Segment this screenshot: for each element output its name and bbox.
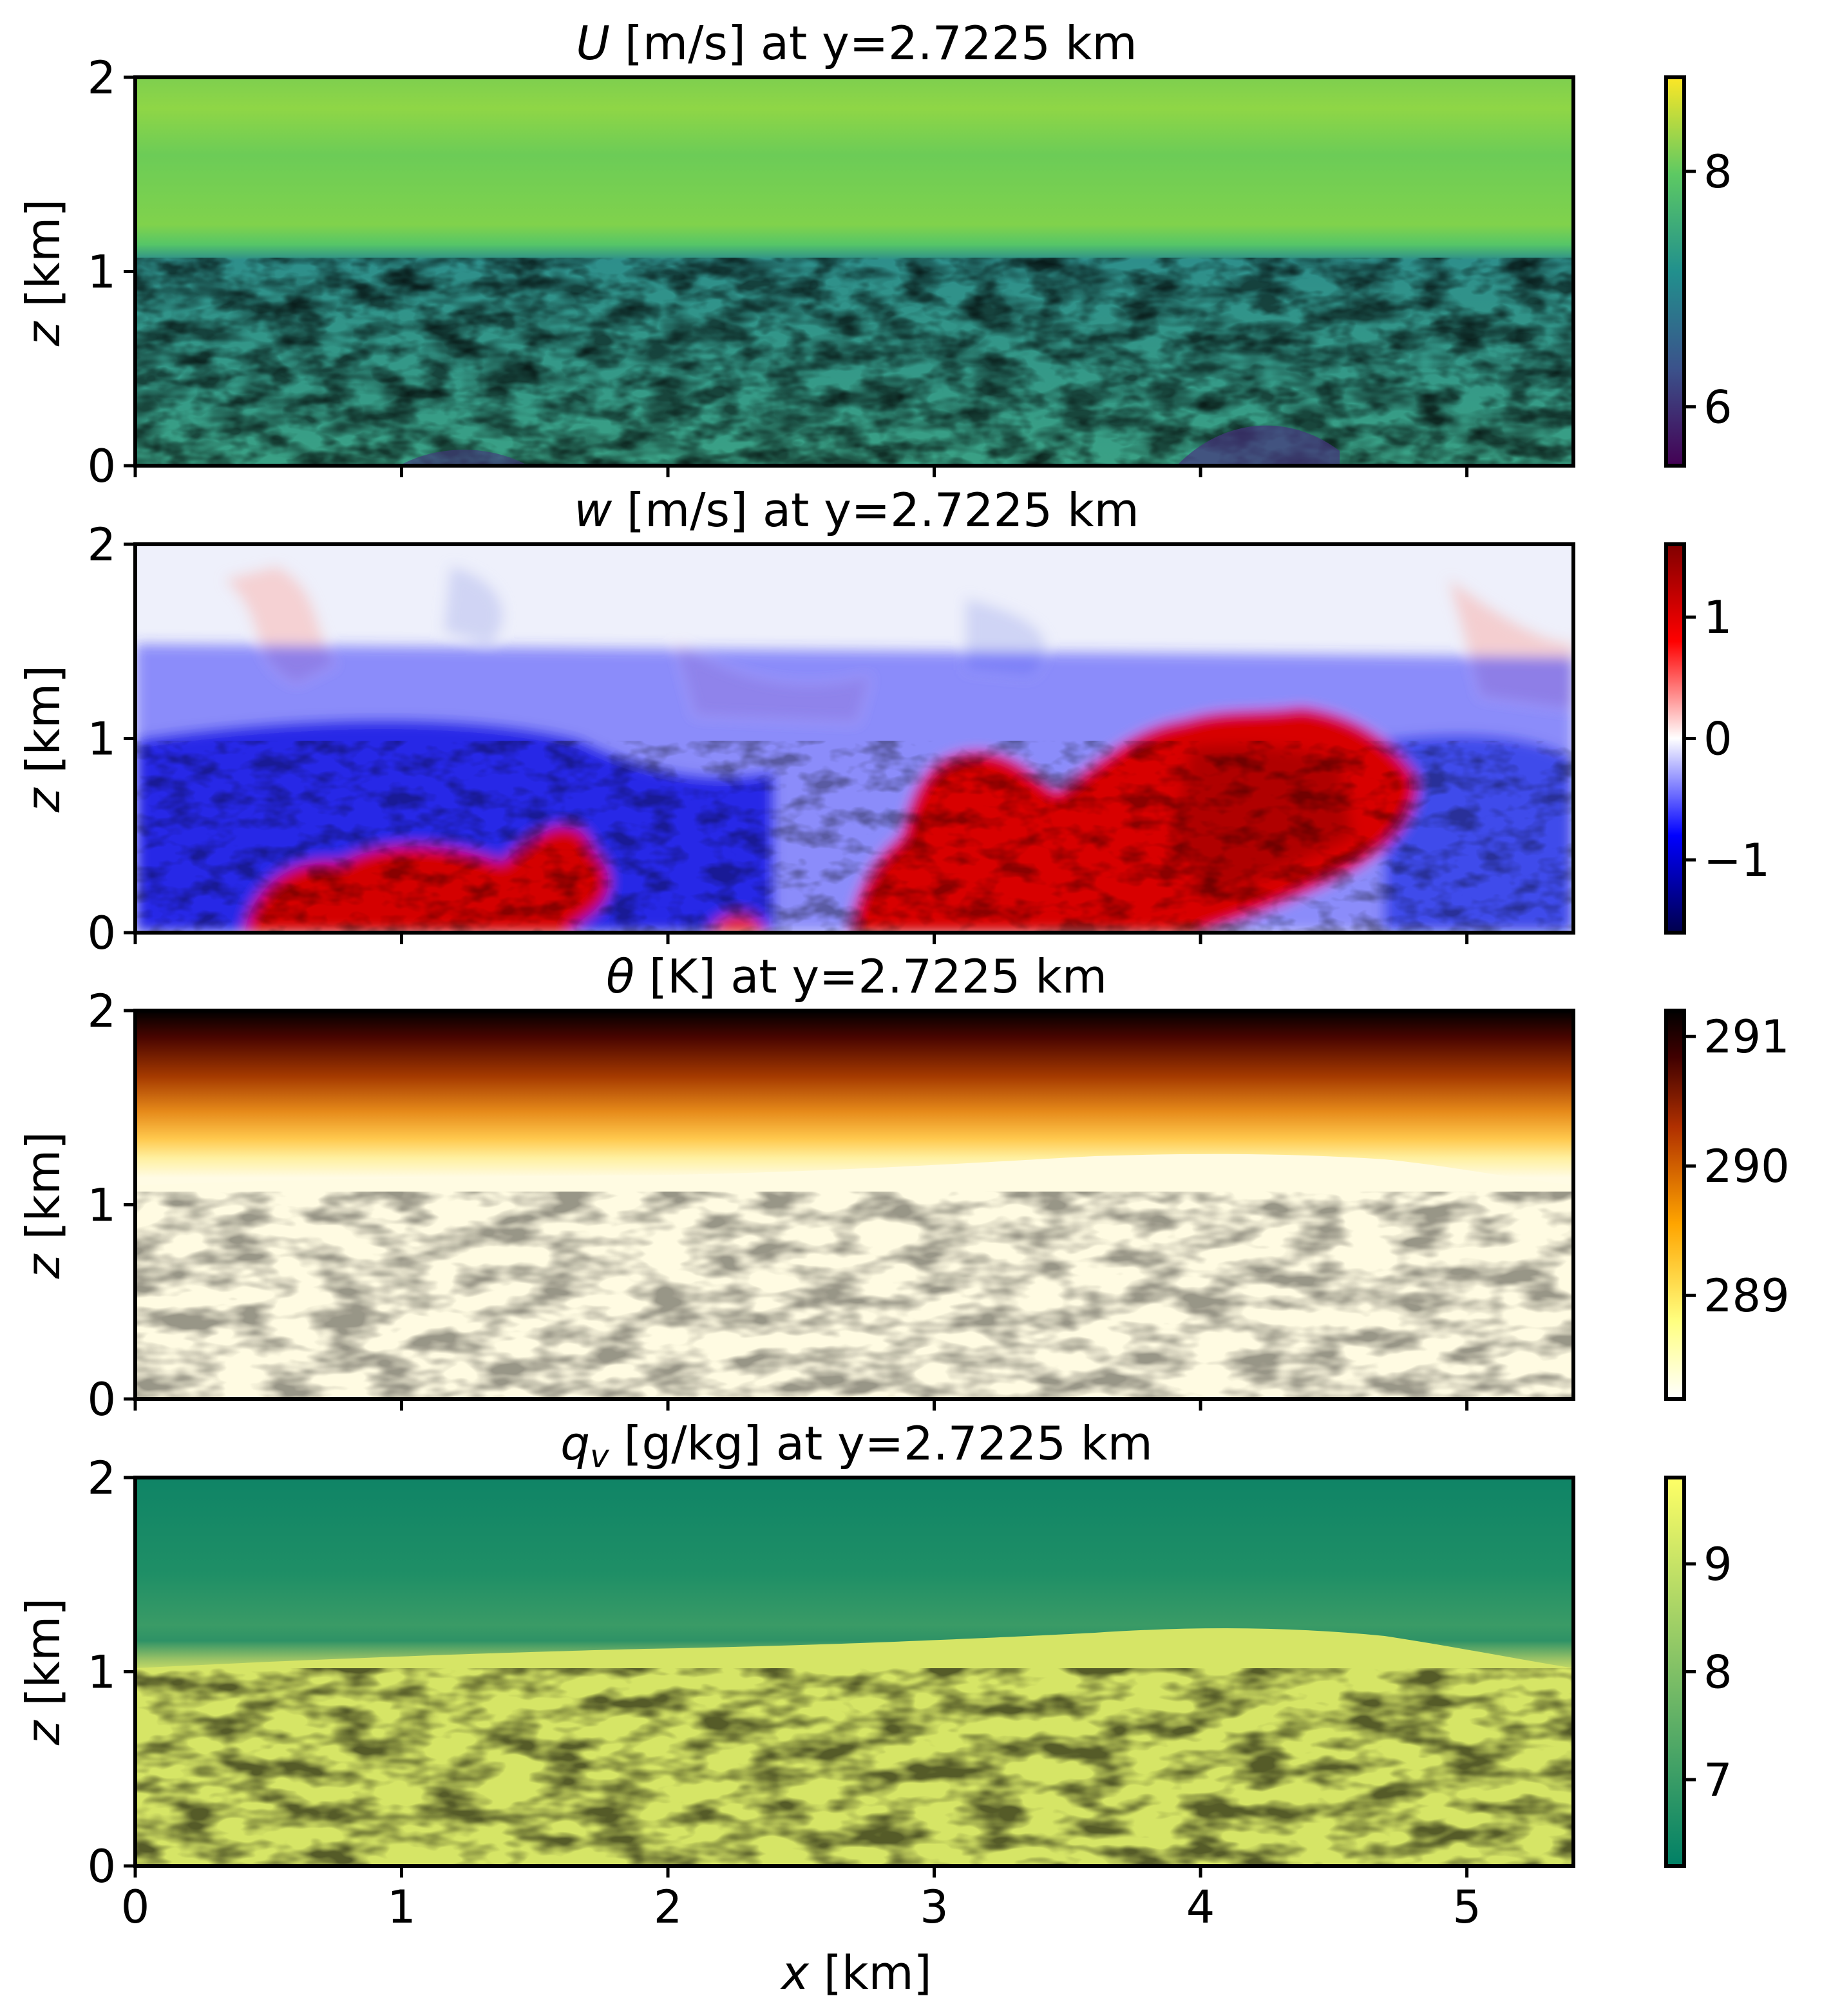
- y-tick-label: 0: [87, 907, 116, 960]
- w-title: w [m/s] at y=2.7225 km: [574, 483, 1139, 537]
- panel-w: w [m/s] at y=2.7225 km z [km] 0 1 2 −1 0 1: [16, 483, 1770, 960]
- w-heatmap: [135, 544, 1573, 933]
- theta-ylabel: z [km]: [16, 1132, 70, 1280]
- y-tick-label: 2: [87, 1452, 116, 1505]
- theta-title: θ [K] at y=2.7225 km: [606, 949, 1107, 1003]
- y-tick-label: 2: [87, 985, 116, 1038]
- w-ylabel: z [km]: [16, 665, 70, 813]
- colorbar-tick-label: 0: [1703, 713, 1732, 766]
- panel-qv: qv [g/kg] at y=2.7225 km z [km] x [km] 0…: [16, 1416, 1732, 2000]
- y-tick-label: 1: [87, 1179, 116, 1232]
- colorbar-tick-label: 6: [1703, 381, 1732, 434]
- qv-xlabel: x [km]: [780, 1946, 932, 2000]
- colorbar-tick-label: 9: [1703, 1538, 1732, 1591]
- y-tick-label: 1: [87, 246, 116, 299]
- colorbar-tick-label: 290: [1703, 1140, 1790, 1193]
- w-colorbar: [1664, 542, 1686, 935]
- x-tick-label: 0: [121, 1881, 150, 1934]
- u-ylabel: z [km]: [16, 199, 70, 347]
- colorbar-tick-label: 291: [1703, 1011, 1790, 1063]
- u-heatmap: [135, 77, 1573, 466]
- y-tick-label: 0: [87, 440, 116, 493]
- theta-colorbar: [1664, 1009, 1686, 1401]
- colorbar-tick-label: 1: [1703, 591, 1732, 644]
- u-colorbar: [1664, 75, 1686, 468]
- u-title: U [m/s] at y=2.7225 km: [576, 16, 1137, 70]
- colorbar-tick-label: 7: [1703, 1754, 1732, 1807]
- panel-u: U [m/s] at y=2.7225 km z [km] 0 1 2 6 8: [16, 16, 1732, 493]
- x-tick-label: 5: [1452, 1881, 1481, 1934]
- y-tick-label: 0: [87, 1373, 116, 1426]
- theta-heatmap: [135, 1011, 1573, 1399]
- x-tick-label: 3: [920, 1881, 949, 1934]
- qv-heatmap: [135, 1478, 1573, 1866]
- qv-colorbar: [1664, 1476, 1686, 1868]
- panel-theta: θ [K] at y=2.7225 km z [km] 0 1 2 289 290 29…: [16, 949, 1790, 1426]
- y-tick-label: 2: [87, 52, 116, 104]
- y-tick-label: 0: [87, 1840, 116, 1893]
- y-tick-label: 1: [87, 713, 116, 766]
- colorbar-tick-label: 8: [1703, 1646, 1732, 1699]
- qv-ylabel: z [km]: [16, 1598, 70, 1746]
- y-tick-label: 1: [87, 1646, 116, 1699]
- x-tick-label: 1: [387, 1881, 416, 1934]
- x-tick-label: 2: [654, 1881, 683, 1934]
- colorbar-tick-label: 289: [1703, 1270, 1790, 1322]
- x-tick-label: 4: [1186, 1881, 1215, 1934]
- colorbar-tick-label: 8: [1703, 146, 1732, 198]
- colorbar-tick-label: −1: [1703, 834, 1770, 887]
- y-tick-label: 2: [87, 518, 116, 571]
- qv-title: qv [g/kg] at y=2.7225 km: [560, 1416, 1152, 1475]
